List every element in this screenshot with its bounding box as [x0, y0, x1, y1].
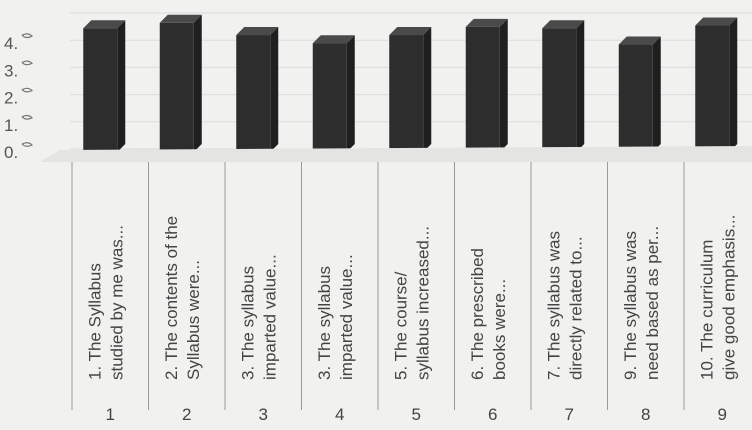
bar — [695, 17, 738, 152]
y-tick-glyph — [21, 33, 34, 39]
y-axis: 0. 1. 2. 3. 4. — [4, 33, 34, 162]
bars — [83, 14, 738, 153]
bar-top — [83, 20, 126, 29]
category-number: 2 — [182, 405, 191, 424]
bar-top — [389, 27, 432, 36]
bar-top — [618, 36, 661, 45]
bar-front — [236, 35, 271, 152]
bar-top — [695, 17, 738, 26]
bar-side — [346, 35, 355, 153]
chart-floor — [40, 146, 752, 162]
y-tick-label: 1. — [4, 116, 18, 135]
category-dividers — [71, 162, 685, 410]
y-tick-glyph — [21, 60, 34, 66]
bar-top — [159, 14, 202, 23]
category-label: 6. The prescribed books were... — [468, 248, 509, 380]
y-tick-label: 3. — [4, 61, 18, 80]
y-tick-glyph — [21, 114, 34, 120]
y-tick-label: 2. — [4, 89, 18, 108]
bar-front — [389, 35, 424, 152]
bar — [542, 20, 585, 153]
bar-side — [652, 36, 661, 153]
bar-top — [312, 35, 355, 44]
category-label: 1. The Syllabus studied by me was... — [85, 225, 126, 380]
bar — [618, 36, 661, 153]
category-labels: 1. The Syllabus studied by me was... 2. Th… — [85, 215, 738, 380]
category-label: 3. The syllabus imparted value... — [238, 254, 279, 380]
y-tick-glyph — [21, 142, 34, 147]
bar-front — [465, 26, 500, 153]
category-number: 4 — [335, 405, 344, 424]
bar-front — [312, 43, 347, 153]
bar — [236, 27, 279, 152]
category-number: 3 — [259, 405, 268, 424]
bar-front — [695, 25, 730, 152]
category-label: 9. The syllabus was need based as per... — [621, 226, 662, 380]
bar-front — [83, 28, 118, 153]
category-number: 5 — [412, 405, 421, 424]
y-tick-glyph — [21, 87, 34, 93]
bar-top — [465, 18, 508, 27]
bar — [389, 27, 432, 152]
category-label: 5. The course/syllabus increased... — [391, 226, 432, 380]
bar-side — [117, 20, 126, 152]
bar-side — [423, 27, 432, 152]
floor-plane — [40, 146, 752, 162]
category-label: 10. The curriculum give good emphasis... — [697, 215, 738, 380]
bar-side — [729, 17, 738, 152]
bar — [312, 35, 355, 153]
category-number: 1 — [106, 405, 115, 424]
bar-side — [193, 14, 202, 152]
category-number: 7 — [565, 405, 574, 424]
y-tick-label: 4. — [4, 34, 18, 53]
category-number: 6 — [488, 405, 497, 424]
y-tick-label: 0. — [4, 143, 18, 162]
category-number: 9 — [718, 405, 727, 424]
bar — [159, 14, 202, 152]
category-label: 2. The contents of the Syllabus were... — [162, 216, 203, 380]
bar-front — [159, 22, 194, 152]
bar — [465, 18, 508, 153]
category-label: 7. The syllabus was directly related to..… — [544, 231, 585, 380]
bar-front — [618, 44, 653, 153]
category-label: 3. The syllabus imparted value... — [315, 254, 356, 380]
bar-side — [499, 18, 508, 152]
bar-side — [576, 20, 585, 152]
bar — [83, 20, 126, 153]
bar-top — [236, 27, 279, 36]
bar-side — [270, 27, 279, 152]
bar-front — [542, 28, 577, 153]
category-numbers: 1 2 3 4 5 6 7 8 9 — [106, 405, 727, 424]
category-number: 8 — [641, 405, 650, 424]
bar-top — [542, 20, 585, 29]
